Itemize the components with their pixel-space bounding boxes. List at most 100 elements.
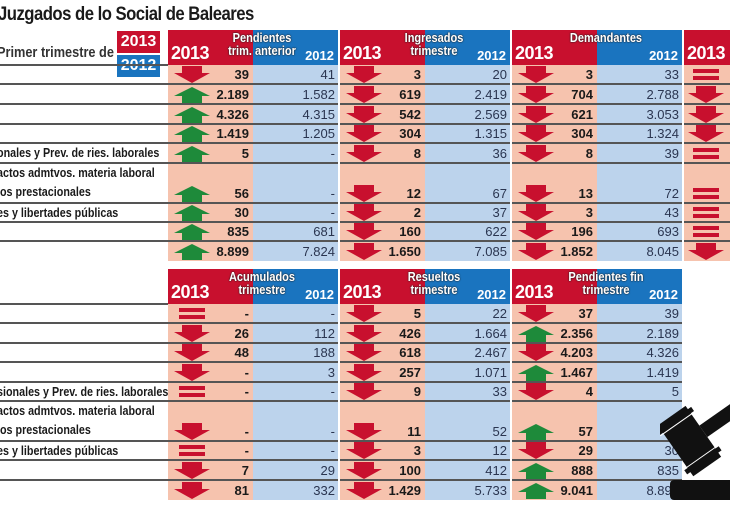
value-2013: 9.041 bbox=[560, 483, 593, 498]
value-2012: - bbox=[330, 384, 335, 399]
panel-header: 2013 2012 Resueltos trimestre bbox=[340, 269, 510, 304]
value-2013: 48 bbox=[234, 345, 249, 360]
panel-title-line2: trimestre bbox=[410, 283, 458, 297]
value-2012: 7.085 bbox=[474, 244, 507, 259]
table-row: 304 1.315 bbox=[340, 124, 510, 143]
value-2012: 7.824 bbox=[302, 244, 335, 259]
row-divider bbox=[512, 342, 682, 344]
table-row: 619 2.419 bbox=[340, 84, 510, 104]
panel-header: 2013 2012 Acumulados trimestre bbox=[168, 269, 338, 304]
panel-header: 2013 2012 Ingresados trimestre bbox=[340, 30, 510, 65]
value-2012: - bbox=[330, 306, 335, 321]
panel-title-line1: Demandantes bbox=[569, 31, 643, 45]
value-2012: 2.419 bbox=[474, 87, 507, 102]
row-divider bbox=[0, 459, 168, 461]
row-divider bbox=[340, 381, 510, 383]
panel-title-line2: trimestre bbox=[238, 283, 286, 297]
table-row: 4.203 4.326 bbox=[512, 343, 682, 362]
row-divider bbox=[0, 83, 168, 85]
trend-down-icon bbox=[345, 66, 383, 83]
value-2013: 3 bbox=[413, 443, 421, 458]
row-divider bbox=[340, 221, 510, 223]
row-divider bbox=[0, 303, 168, 305]
value-2012: 1.324 bbox=[646, 126, 679, 141]
trend-down-icon bbox=[517, 106, 555, 123]
trend-equal-icon bbox=[687, 204, 725, 220]
trend-down-icon bbox=[345, 442, 383, 459]
value-2012: 39 bbox=[664, 146, 679, 161]
header-year-2012: 2012 bbox=[305, 48, 334, 63]
trend-down-icon bbox=[517, 223, 555, 240]
row-divider bbox=[168, 459, 338, 461]
row-divider bbox=[684, 123, 730, 125]
trend-down-icon bbox=[687, 106, 725, 123]
value-2013: - bbox=[244, 384, 249, 399]
value-2012: 1.071 bbox=[474, 365, 507, 380]
value-2012: 22 bbox=[492, 306, 507, 321]
trend-down-icon bbox=[345, 125, 383, 142]
value-2012: 4.326 bbox=[646, 345, 679, 360]
table-row: 196 693 bbox=[512, 222, 682, 241]
value-2012: 43 bbox=[664, 205, 679, 220]
trend-up-icon bbox=[173, 86, 211, 103]
row-divider bbox=[168, 240, 338, 242]
row-label: es y libertades públicas bbox=[0, 206, 119, 220]
table-row: 7 29 bbox=[168, 460, 338, 480]
value-2012: 412 bbox=[485, 463, 507, 478]
table-row: -3 bbox=[168, 362, 338, 382]
row-divider bbox=[340, 322, 510, 324]
table-row: 1.429 5.733 bbox=[340, 480, 510, 500]
trend-down-icon bbox=[517, 305, 555, 322]
table-row: 1.852 8.045 bbox=[512, 241, 682, 261]
value-2012: 33 bbox=[664, 67, 679, 82]
row-divider bbox=[340, 240, 510, 242]
value-2013: - bbox=[244, 365, 249, 380]
trend-up-icon bbox=[173, 223, 211, 240]
value-2013: 888 bbox=[571, 463, 593, 478]
header-2013-bg bbox=[168, 269, 253, 304]
value-2012: 1.582 bbox=[302, 87, 335, 102]
value-2012: 12 bbox=[492, 443, 507, 458]
value-2012: 4.315 bbox=[302, 107, 335, 122]
header-year-2013: 2013 bbox=[171, 282, 210, 302]
header-2012-bg bbox=[425, 269, 510, 304]
trend-equal-icon bbox=[173, 442, 211, 458]
panel-title-line1: Pendientes bbox=[232, 31, 292, 45]
trend-down-icon bbox=[345, 106, 383, 123]
table-row: 3 33 bbox=[512, 65, 682, 84]
value-2012: - bbox=[330, 186, 335, 201]
table-row: -- bbox=[168, 382, 338, 401]
subtitle: Primer trimestre de bbox=[0, 44, 114, 61]
trend-equal-icon bbox=[687, 145, 725, 161]
header-year-2012: 2012 bbox=[477, 48, 506, 63]
value-2013: 8.899 bbox=[216, 244, 249, 259]
table-row: 621 3.053 bbox=[512, 104, 682, 124]
value-2013: 5 bbox=[413, 306, 421, 321]
table-row: 160 622 bbox=[340, 222, 510, 241]
trend-down-icon bbox=[517, 243, 555, 260]
trend-down-icon bbox=[173, 462, 211, 479]
trend-down-icon bbox=[345, 383, 383, 400]
value-2013: 542 bbox=[399, 107, 421, 122]
row-divider bbox=[0, 202, 168, 204]
header-2013-bg bbox=[512, 269, 597, 304]
trend-up-icon bbox=[173, 204, 211, 221]
body-2012-bg bbox=[425, 304, 510, 500]
table-row: 3 20 bbox=[340, 65, 510, 84]
trend-down-icon bbox=[687, 125, 725, 142]
value-2013: 81 bbox=[234, 483, 249, 498]
trend-down-icon bbox=[517, 125, 555, 142]
header-2012-bg bbox=[597, 30, 682, 65]
legend-2012: 2012 bbox=[117, 55, 160, 77]
panel-title-line2: trimestre bbox=[410, 44, 458, 58]
header-2013-bg bbox=[340, 269, 425, 304]
table-row: 835 681 bbox=[168, 222, 338, 241]
table-row: 100 412 bbox=[340, 460, 510, 480]
row-divider bbox=[168, 142, 338, 144]
table-row: 81 332 bbox=[168, 480, 338, 500]
row-divider bbox=[168, 342, 338, 344]
row-divider bbox=[684, 202, 730, 204]
trend-down-icon bbox=[345, 305, 383, 322]
value-2013: 5 bbox=[241, 146, 249, 161]
